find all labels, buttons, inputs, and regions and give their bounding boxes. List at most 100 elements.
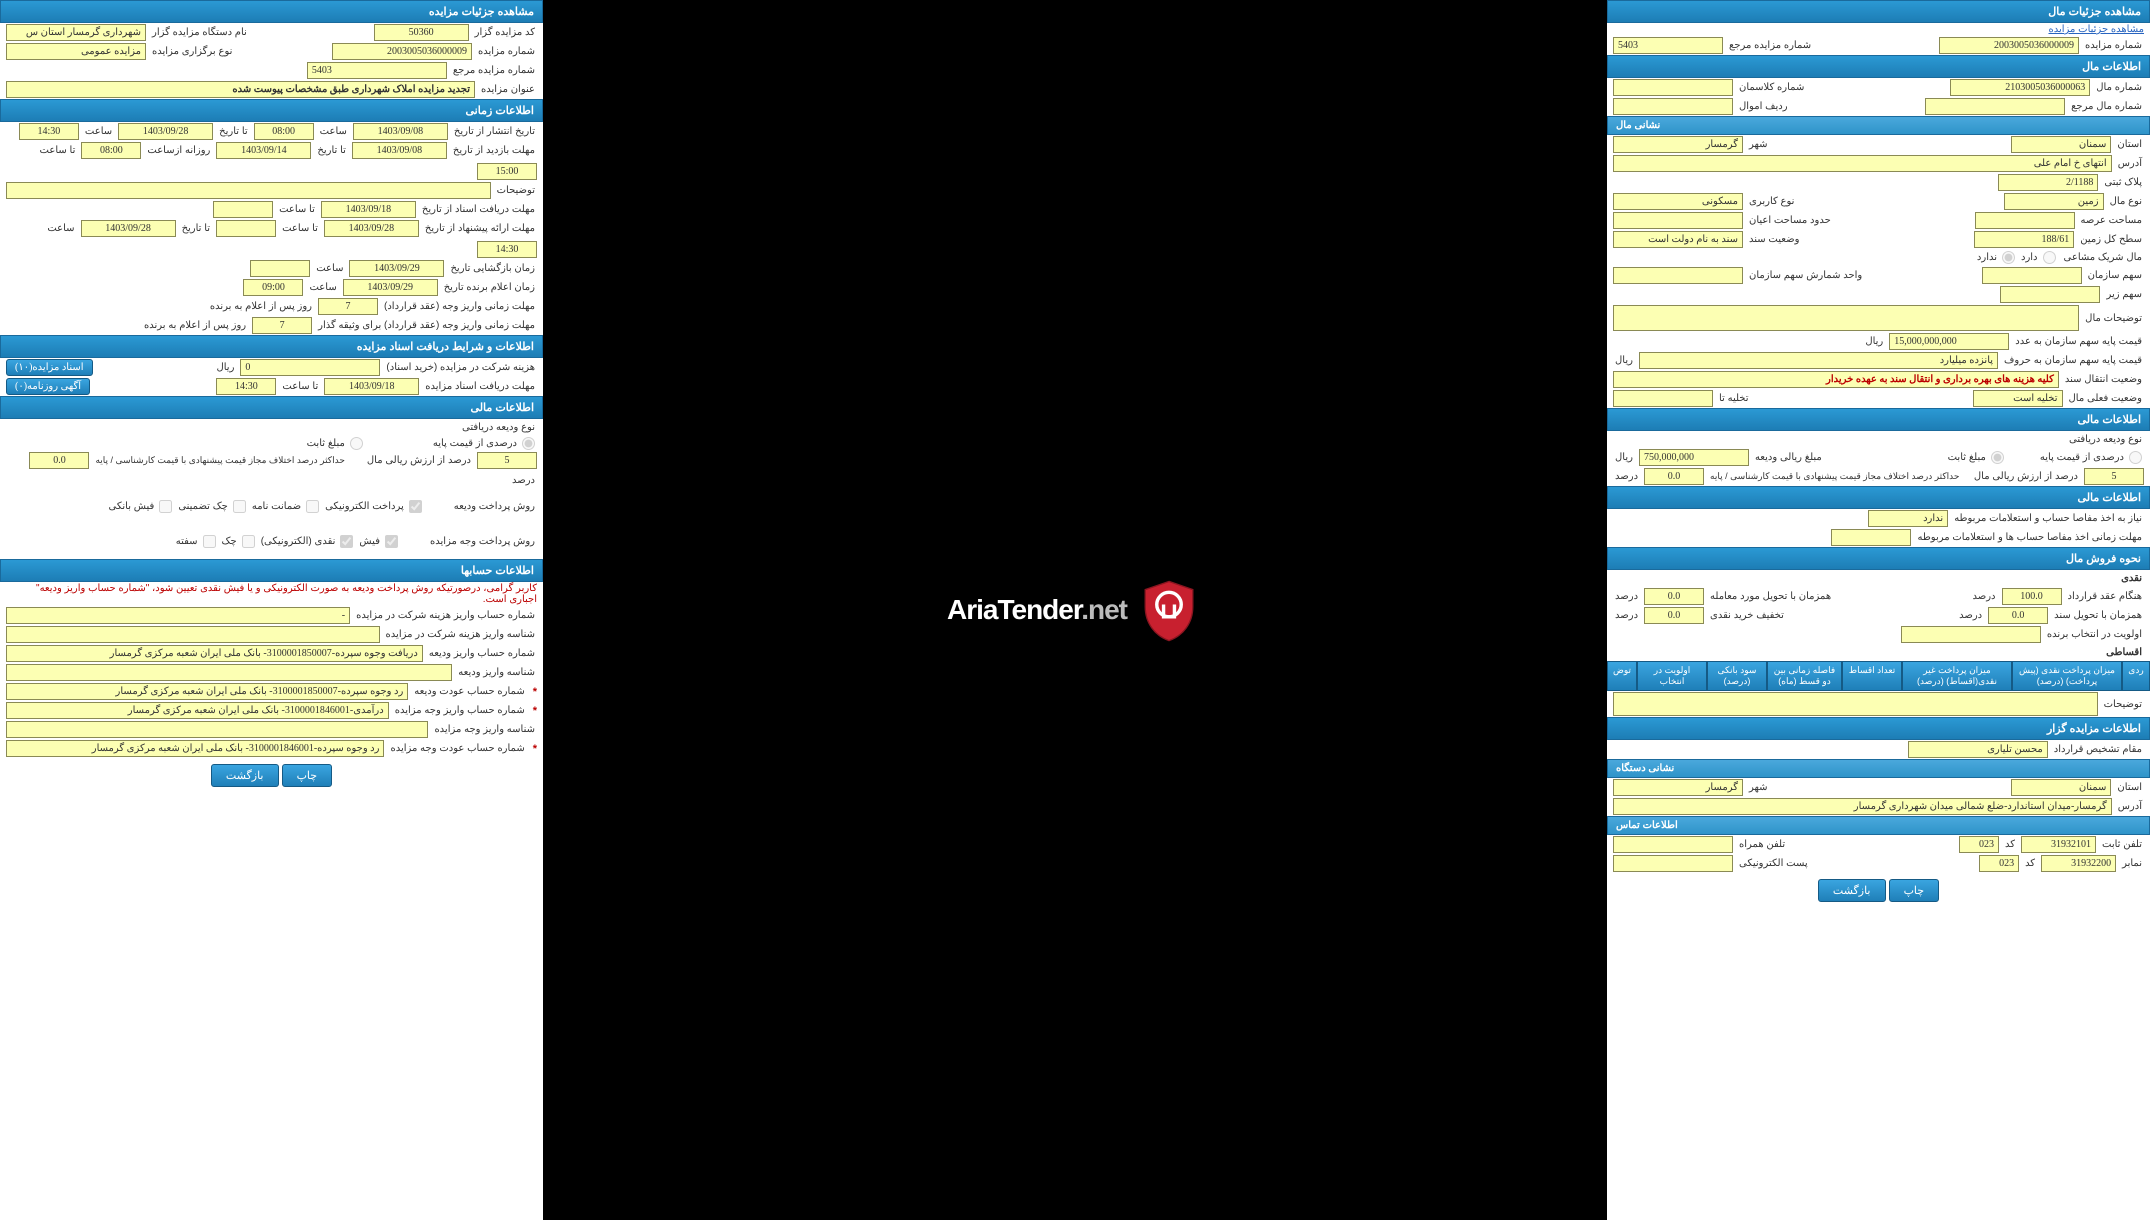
sub-org-address: نشانی دستگاه	[1607, 759, 2150, 778]
radio-pct-2[interactable]: درصدی از قیمت پایه	[2040, 451, 2144, 464]
radio-percentage[interactable]: درصدی از قیمت پایه	[433, 437, 537, 450]
lbl-winner-announce: زمان اعلام برنده تاریخ	[442, 280, 537, 295]
lbl-base-price-txt: قیمت پایه سهم سازمان به حروف	[2002, 353, 2144, 368]
watermark-logo: AriaTender.net	[947, 576, 1203, 644]
lbl-doc-deadline: مهلت دریافت اسناد از تاریخ	[420, 202, 537, 217]
docs-button[interactable]: اسناد مزایده(۱۰)	[6, 359, 93, 376]
fld-code1: 023	[1959, 836, 1999, 853]
radio-fixed[interactable]: مبلغ ثابت	[307, 437, 365, 450]
print-button[interactable]: چاپ	[282, 764, 333, 787]
lbl-code1: کد	[2003, 837, 2017, 852]
chk-electronic[interactable]: پرداخت الکترونیکی	[325, 500, 424, 513]
fld-pay-deadline: 7	[318, 298, 378, 315]
chk-fish[interactable]: فیش	[359, 535, 400, 548]
lbl-base-price-num: قیمت پایه سهم سازمان به عدد	[2013, 334, 2144, 349]
fld-bid-deadline-t	[216, 220, 276, 237]
lbl-doc-cost: هزینه شرکت در مزایده (خرید اسناد)	[384, 360, 537, 375]
lbl-desc: توضیحات	[2102, 697, 2144, 712]
lbl-pay-suffix: روز پس از اعلام به برنده	[208, 299, 314, 314]
fld-winner-t: 09:00	[243, 279, 303, 296]
lbl-prop-desc: توضیحات مال	[2083, 311, 2144, 326]
back-button[interactable]: بازگشت	[211, 764, 279, 787]
fld-plaque: 2/1188	[1998, 174, 2098, 191]
fld-doc-deadline-2t: 14:30	[216, 378, 276, 395]
fld-row-prop	[1613, 98, 1733, 115]
fld-winner-priority	[1901, 626, 2041, 643]
logo-text: AriaTender.net	[947, 594, 1127, 626]
header-auctioneer: اطلاعات مزایده گزار	[1607, 717, 2150, 740]
lbl-deposit-amt: مبلغ ریالی ودیعه	[1753, 450, 1824, 465]
lbl-bid-to: تا تاریخ	[180, 221, 213, 236]
lbl-ref-no-r: شماره مزایده مرجع	[451, 63, 537, 78]
lbl-share-unit: واحد شمارش سهم سازمان	[1747, 268, 1864, 283]
lbl-deposit-type: نوع ودیعه دریافتی	[460, 420, 537, 435]
fld-current-status: تخلیه است	[1973, 390, 2063, 407]
fld-pay-deadline-col: 7	[252, 317, 312, 334]
lbl-use-type: نوع کاربری	[1747, 194, 1796, 209]
lbl-acc-refund-pay: شماره حساب عودت وجه مزایده	[388, 741, 526, 756]
lbl-on-deed: همزمان با تحویل سند	[2052, 608, 2144, 623]
lbl-pub-to: تا تاریخ	[217, 124, 250, 139]
lbl-winner-t: ساعت	[307, 280, 338, 295]
fld-code2: 023	[1979, 855, 2019, 872]
fld-doc-deadline: 1403/09/18	[321, 201, 416, 218]
lbl-bid-deadline-t: تا ساعت	[280, 221, 320, 236]
fld-clearance: ندارد	[1868, 510, 1948, 527]
lbl-clearance: نیاز به اخذ مفاصا حساب و استعلامات مربوط…	[1952, 511, 2144, 526]
print-button-2[interactable]: چاپ	[1889, 879, 1940, 902]
lbl-pay-deadline-col: مهلت زمانی واریز وجه (عقد قرارداد) برای …	[316, 318, 537, 333]
radio-has[interactable]: دارد	[2021, 251, 2058, 264]
lbl-on-contract: هنگام عقد قرارداد	[2066, 589, 2144, 604]
fld-bid-to-d: 1403/09/28	[81, 220, 176, 237]
newspaper-button[interactable]: آگهی روزنامه(۰)	[6, 378, 90, 395]
back-button-2[interactable]: بازگشت	[1818, 879, 1886, 902]
lbl-doc-deadline-2t: تا ساعت	[280, 379, 320, 394]
lbl-pct-c: درصد	[1957, 608, 1984, 623]
fld-auction-no: 2003005036000009	[1939, 37, 2079, 54]
lbl-vacate-by: تخلیه تا	[1717, 391, 1751, 406]
fld-acc-dep-id	[6, 664, 452, 681]
header-accounts: اطلاعات حسابها	[0, 559, 543, 582]
lbl-pct-u-2: درصد	[1613, 469, 1640, 484]
fld-desc	[1613, 692, 2098, 716]
fld-acc-refund-dep: رد وجوه سپرده-3100001850007- بانک ملی ای…	[6, 683, 408, 700]
fld-opening-d: 1403/09/29	[349, 260, 444, 277]
fld-base-price-txt: پانزده میلیارد	[1639, 352, 1998, 369]
chk-check[interactable]: چک تضمینی	[178, 500, 248, 513]
lbl-pub-to-t: ساعت	[83, 124, 114, 139]
fld-max-diff-2: 0.0	[1644, 468, 1704, 485]
chk-cash-e[interactable]: نقدی (الکترونیکی)	[261, 535, 356, 548]
lbl-prop-type: نوع مال	[2108, 194, 2144, 209]
lbl-acc-dep: شماره حساب واریز ودیعه	[427, 646, 537, 661]
lbl-plaque: پلاک ثبتی	[2102, 175, 2144, 190]
header-fin-2: اطلاعات مالی	[1607, 486, 2150, 509]
lbl-rial: ریال	[214, 360, 236, 375]
lbl-pay-suffix-col: روز پس از اعلام به برنده	[142, 318, 248, 333]
shield-icon	[1135, 576, 1203, 644]
lbl-acc-fee-id: شناسه واریز هزینه شرکت در مزایده	[384, 627, 537, 642]
fld-deed-status: سند به نام دولت است	[1613, 231, 1743, 248]
fld-area	[1975, 212, 2075, 229]
chk-slip[interactable]: فیش بانکی	[109, 500, 175, 513]
fld-time-desc	[6, 182, 491, 199]
fld-on-contract: 100.0	[2002, 588, 2062, 605]
lbl-acc-refund-dep: شماره حساب عودت ودیعه	[412, 684, 526, 699]
radio-fixed-2[interactable]: مبلغ ثابت	[1948, 451, 2006, 464]
fld-province: سمنان	[2011, 136, 2111, 153]
lbl-winner-priority: اولویت در انتخاب برنده	[2045, 627, 2144, 642]
lbl-auction-no-r: شماره مزایده	[476, 44, 537, 59]
fld-acc-dep: دریافت وجوه سپرده-3100001850007- بانک مل…	[6, 645, 423, 662]
chk-guarantee[interactable]: ضمانت نامه	[252, 500, 321, 513]
link-auction-detail[interactable]: مشاهده جزئیات مزایده	[2048, 24, 2144, 35]
lbl-cash-discount: تخفیف خرید نقدی	[1708, 608, 1786, 623]
chk-cheque[interactable]: چک	[222, 535, 257, 548]
lbl-pub-from: تاریخ انتشار از تاریخ	[452, 124, 537, 139]
radio-hasnt[interactable]: ندارد	[1977, 251, 2017, 264]
lbl-email: پست الکترونیکی	[1737, 856, 1810, 871]
chk-safteh[interactable]: سفته	[176, 535, 218, 548]
lbl-pay-deadline: مهلت زمانی واریز وجه (عقد قرارداد)	[382, 299, 537, 314]
lbl-row-prop: ردیف اموال	[1737, 99, 1790, 114]
lbl-province: استان	[2115, 137, 2144, 152]
fld-cash-discount: 0.0	[1644, 607, 1704, 624]
fld-transfer-status: کلیه هزینه های بهره برداری و انتقال سند …	[1613, 371, 2059, 388]
